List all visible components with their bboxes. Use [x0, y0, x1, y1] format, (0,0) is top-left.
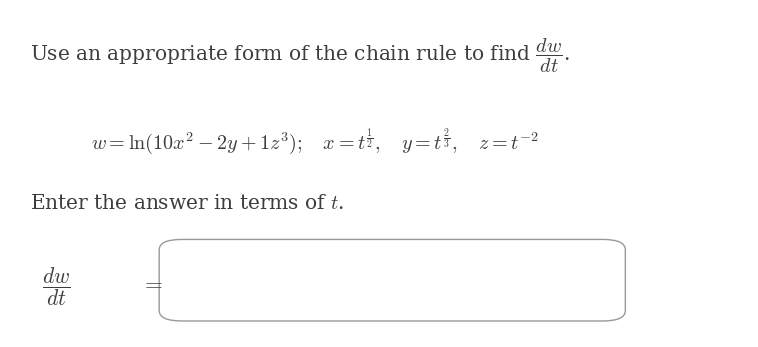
Text: Use an appropriate form of the chain rule to find $\dfrac{dw}{dt}$.: Use an appropriate form of the chain rul…	[30, 36, 570, 75]
Text: Enter the answer in terms of $t$.: Enter the answer in terms of $t$.	[30, 194, 345, 213]
Text: $\dfrac{dw}{dt}$: $\dfrac{dw}{dt}$	[42, 265, 70, 308]
Text: $=$: $=$	[140, 272, 163, 294]
FancyBboxPatch shape	[159, 239, 625, 321]
Text: $w = \ln(10x^2 - 2y + 1z^3);\quad x = t^{\frac{1}{2}},\quad y = t^{\frac{2}{3}},: $w = \ln(10x^2 - 2y + 1z^3);\quad x = t^…	[91, 127, 539, 157]
